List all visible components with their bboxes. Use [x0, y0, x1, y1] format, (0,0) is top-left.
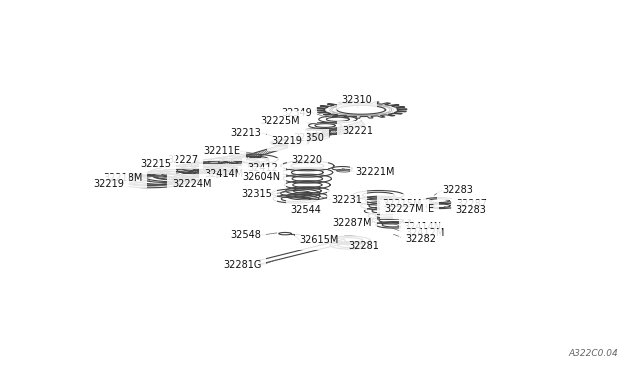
Text: 32281G: 32281G	[223, 260, 262, 270]
Text: 32215M: 32215M	[382, 199, 422, 209]
Text: 32211E: 32211E	[204, 146, 241, 156]
Text: 32215: 32215	[141, 159, 172, 169]
Text: 32315: 32315	[241, 189, 273, 199]
Text: 32220: 32220	[292, 155, 323, 165]
Text: 32221: 32221	[342, 126, 373, 136]
Text: 32213: 32213	[231, 128, 262, 138]
Text: 32283: 32283	[442, 185, 473, 195]
Text: 32231: 32231	[332, 195, 362, 205]
Text: 32219: 32219	[93, 179, 125, 189]
Text: 32283: 32283	[456, 205, 486, 215]
Text: 32544: 32544	[291, 205, 321, 215]
Text: 32282: 32282	[406, 234, 436, 244]
Text: 32412M: 32412M	[406, 228, 445, 238]
Text: 32282E: 32282E	[397, 205, 435, 214]
Text: 32414N: 32414N	[404, 222, 442, 232]
Text: 32350: 32350	[293, 134, 324, 143]
Text: 32287M: 32287M	[333, 218, 372, 228]
Text: 32412: 32412	[247, 163, 278, 173]
Text: 32221M: 32221M	[355, 167, 394, 177]
Text: 32414M: 32414M	[204, 169, 243, 179]
Text: 32615M: 32615M	[300, 235, 339, 245]
Text: A322C0.04: A322C0.04	[568, 349, 618, 358]
Text: 32287: 32287	[456, 199, 488, 209]
Text: 32225M: 32225M	[260, 116, 300, 126]
Text: 32604N: 32604N	[243, 172, 281, 182]
Text: 32548: 32548	[231, 230, 262, 240]
Text: 32310: 32310	[341, 95, 372, 105]
Text: 32281: 32281	[349, 241, 380, 251]
Text: 32218M: 32218M	[103, 173, 142, 183]
Text: 32219: 32219	[271, 136, 303, 146]
Text: 32227M: 32227M	[385, 205, 424, 214]
Text: 32227: 32227	[167, 155, 198, 165]
Text: 32224M: 32224M	[172, 179, 212, 189]
Text: 32349: 32349	[282, 108, 312, 118]
